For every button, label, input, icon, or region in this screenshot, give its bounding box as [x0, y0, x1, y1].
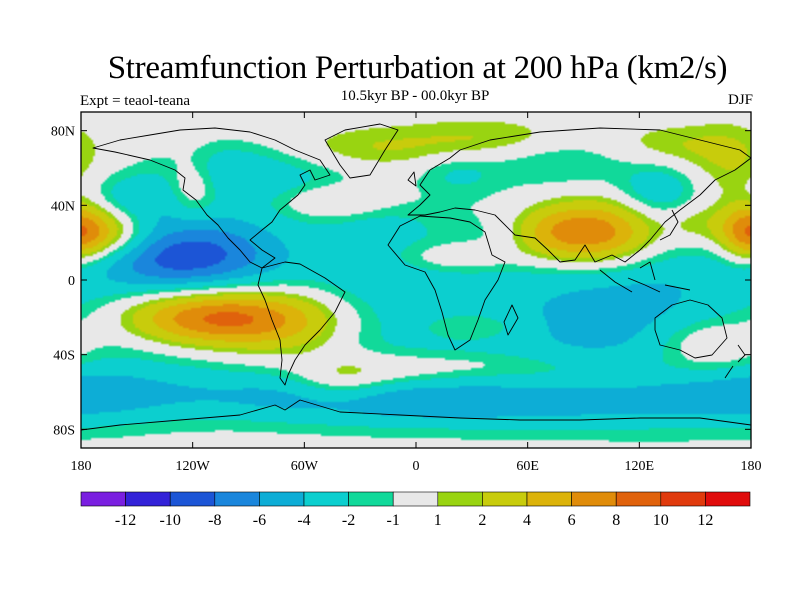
colorbar-swatch: [125, 491, 171, 507]
colorbar-swatch: [615, 491, 662, 507]
colorbar-swatch: [705, 491, 751, 507]
africa-coastline: [387, 215, 506, 351]
x-tick-label: 120W: [176, 459, 211, 474]
indonesia-coastline: [599, 261, 691, 293]
y-tick-label: 0: [68, 274, 75, 289]
colorbar-swatch: [660, 491, 706, 507]
colorbar-swatch: [214, 491, 260, 507]
x-tick-label: 60W: [291, 459, 319, 474]
colorbar-label: -10: [160, 512, 181, 529]
colorbar-label: -1: [387, 512, 400, 529]
greenland-coastline: [324, 123, 399, 179]
colorbar-label: -6: [253, 512, 266, 529]
colorbar-label: 8: [612, 512, 620, 529]
y-tick-label: 80S: [53, 423, 75, 438]
colorbar-swatch: [392, 491, 439, 507]
colorbar-swatch: [482, 491, 528, 507]
colorbar-label: 1: [434, 512, 442, 529]
x-tick-label: 180: [741, 459, 762, 474]
season-label: DJF: [727, 92, 753, 108]
y-tick-label: 40N: [51, 199, 75, 214]
madagascar-coastline: [503, 304, 519, 336]
north-america-coastline: [92, 127, 331, 269]
british-isles-coastline: [407, 171, 417, 187]
south-america-coastline: [257, 261, 346, 386]
japan-coastline: [659, 209, 679, 241]
colorbar-label: 4: [523, 512, 531, 529]
australia-coastline: [654, 299, 728, 359]
colorbar-label: 12: [697, 512, 713, 529]
colorbar: -12 -10 -8 -6 -4 -2 -1 1 2 4 6 8 10 12: [80, 491, 751, 529]
colorbar-label: -2: [342, 512, 355, 529]
x-tick-label: 60E: [516, 459, 539, 474]
x-tick-label: 120E: [625, 459, 655, 474]
colorbar-label: -8: [208, 512, 221, 529]
axis-ticks: 180 120W 60W 0 60E 120E 180 80N 40N 0 40S 80S: [51, 112, 762, 474]
colorbar-label: 2: [478, 512, 486, 529]
colorbar-swatch: [437, 491, 483, 507]
y-tick-label: 40S: [53, 349, 75, 364]
eurasia-coastline: [407, 127, 751, 263]
colorbar-swatch: [303, 491, 349, 507]
x-tick-label: 0: [413, 459, 420, 474]
colorbar-label: 6: [568, 512, 576, 529]
colorbar-label: 10: [653, 512, 669, 529]
colorbar-swatch: [169, 491, 216, 507]
colorbar-swatch: [571, 491, 617, 507]
chart-title: Streamfunction Perturbation at 200 hPa (…: [107, 50, 728, 86]
y-tick-label: 80N: [51, 125, 75, 140]
streamfunction-field: [81, 112, 751, 448]
colorbar-swatch: [259, 491, 305, 507]
colorbar-swatch: [348, 491, 394, 507]
antarctica-coastline: [81, 399, 751, 431]
x-tick-label: 180: [71, 459, 92, 474]
colorbar-swatch: [80, 491, 126, 507]
experiment-label: Expt = teaol-teana: [80, 93, 191, 109]
chart-subtitle: 10.5kyr BP - 00.0kyr BP: [340, 88, 490, 104]
colorbar-swatch: [526, 491, 572, 507]
colorbar-label: -12: [115, 512, 136, 529]
colorbar-label: -4: [297, 512, 310, 529]
